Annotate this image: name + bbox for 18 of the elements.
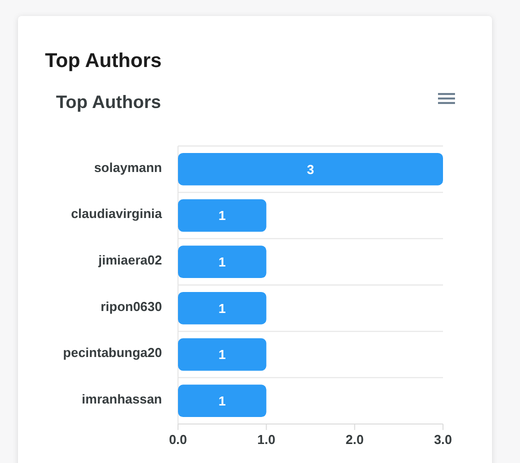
data-label: 1 <box>218 394 226 409</box>
data-label: 1 <box>218 208 226 224</box>
y-tick-label: solaymann <box>94 160 162 175</box>
x-tick-label: 0.0 <box>168 432 188 447</box>
y-tick-label: jimiaera02 <box>97 252 162 268</box>
chart-title: Top Authors <box>45 50 162 72</box>
data-label: 1 <box>218 300 226 316</box>
y-tick-label: imranhassan <box>82 392 162 407</box>
data-label: 1 <box>218 347 226 362</box>
x-tick-label: 1.0 <box>257 432 276 447</box>
chart-subtitle: Top Authors <box>56 92 161 112</box>
y-tick-label: claudiavirginia <box>70 206 163 222</box>
x-tick-label: 2.0 <box>346 432 364 447</box>
y-tick-label: ripon0630 <box>100 298 162 314</box>
data-label: 3 <box>306 162 314 177</box>
y-tick-label: pecintabunga20 <box>63 345 162 360</box>
data-label: 1 <box>218 254 226 270</box>
x-tick-label: 3.0 <box>434 432 452 447</box>
